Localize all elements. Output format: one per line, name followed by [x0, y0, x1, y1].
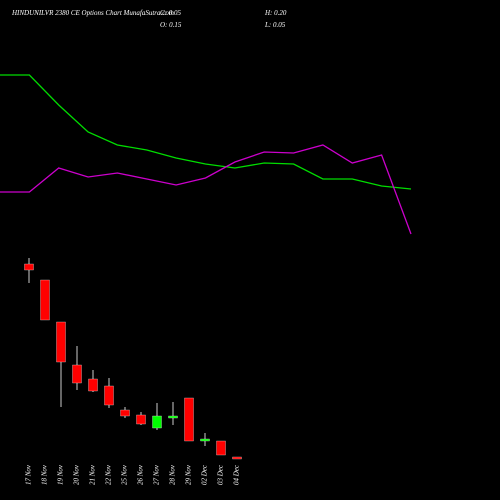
candle-body	[232, 456, 242, 460]
x-tick-label: 19 Nov	[57, 464, 65, 485]
candle-body	[40, 279, 50, 321]
indicator-line	[0, 74, 412, 190]
x-tick-label: 21 Nov	[89, 464, 97, 485]
candle-body	[216, 440, 226, 456]
candle-body	[24, 263, 34, 271]
high-label: H: 0.20	[264, 9, 287, 17]
candle-body	[120, 409, 130, 417]
x-tick-label: 29 Nov	[185, 464, 193, 485]
x-tick-label: 02 Dec	[201, 464, 209, 485]
open-label: O: 0.15	[160, 21, 182, 29]
x-tick-label: 25 Nov	[121, 464, 129, 485]
candle-body	[200, 438, 210, 442]
x-tick-label: 04 Dec	[233, 464, 241, 485]
candle-body	[56, 321, 66, 363]
candle-body	[136, 414, 146, 425]
candle-body	[88, 378, 98, 392]
candle-body	[104, 385, 114, 406]
x-tick-label: 18 Nov	[41, 464, 49, 485]
x-tick-label: 27 Nov	[153, 464, 161, 485]
x-tick-label: 20 Nov	[73, 464, 81, 485]
candle-body	[152, 415, 162, 429]
chart-title: HINDUNILVR 2380 CE Options Chart MunafaS…	[11, 9, 174, 17]
x-tick-label: 03 Dec	[217, 464, 225, 485]
candle-body	[184, 397, 194, 442]
x-tick-label: 28 Nov	[169, 464, 177, 485]
low-label: L: 0.05	[264, 21, 286, 29]
close-label: C: 0.05	[160, 9, 182, 17]
candle-body	[72, 364, 82, 384]
x-tick-label: 17 Nov	[25, 464, 33, 485]
x-tick-label: 22 Nov	[105, 464, 113, 485]
indicator-line	[0, 144, 412, 235]
candle-body	[168, 415, 178, 419]
x-tick-label: 26 Nov	[137, 464, 145, 485]
